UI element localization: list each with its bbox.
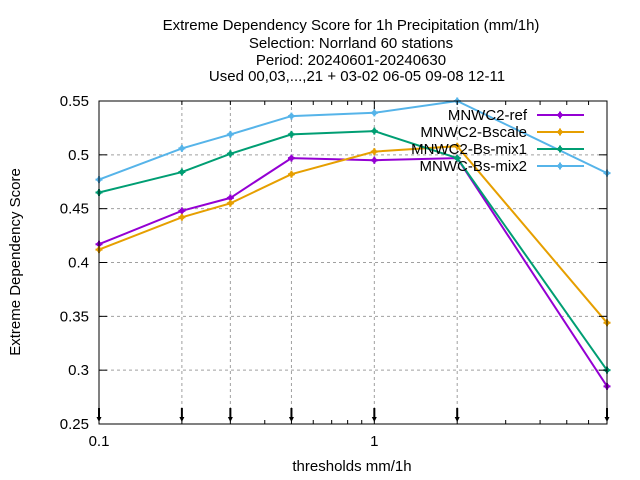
title-line-2: Selection: Norrland 60 stations [249,35,453,52]
chart-title: Extreme Dependency Score for 1h Precipit… [163,17,540,85]
series-2-point-dot [227,200,233,206]
series-line-1 [98,157,608,387]
series-3-point-dot [371,128,377,134]
legend-label: MNWC2-Bscale [420,124,527,141]
series-4-point-dot [227,131,233,137]
series-4-point-dot [371,110,377,116]
series-line-2 [98,145,608,324]
title-line-4: Used 00,03,...,21 + 03-02 06-05 09-08 12… [209,68,505,85]
series-layer [95,97,611,390]
series-1-point-dot [371,157,377,163]
threshold-marker-arrow [454,417,460,422]
legend: MNWC2-refMNWC2-BscaleMNWC2-Bs-mix1MNWC-B… [411,107,584,175]
threshold-marker-arrow [179,417,185,422]
series-3-point-dot [454,155,460,161]
series-4-point-dot [179,145,185,151]
series-4-point-dot [288,113,294,119]
threshold-marker-arrow [604,417,610,422]
series-3-point-dot [227,151,233,157]
legend-label: MNWC-Bs-mix2 [420,158,527,175]
y-tick-label: 0.5 [68,147,89,164]
legend-marker-dot [557,129,563,135]
series-line-4 [98,99,608,181]
y-axis-label: Extreme Dependency Score [7,168,24,356]
y-tick-label: 0.4 [68,255,89,272]
x-tick-label: 1 [370,433,378,450]
y-tick-label: 0.45 [60,201,89,218]
threshold-marker-arrow [227,417,233,422]
legend-marker-dot [557,163,563,169]
series-2-point-dot [371,149,377,155]
threshold-marker-arrow [288,417,294,422]
series-3-point-dot [288,131,294,137]
title-line-3: Period: 20240601-20240630 [256,52,446,69]
y-tick-label: 0.35 [60,308,89,325]
series-2-point-dot [288,171,294,177]
grid-layer [98,101,607,424]
legend-marker-dot [557,112,563,118]
y-tick-label: 0.25 [60,416,89,433]
y-tick-label: 0.55 [60,93,89,110]
series-2-point-dot [179,214,185,220]
y-tick-label: 0.3 [68,362,89,379]
legend-marker-dot [557,146,563,152]
tick-layer: 0.25 0.3 0.35 0.4 0.45 0.5 0.55 0.1 1 [60,93,610,450]
series-3-point-dot [179,169,185,175]
series-line-3 [98,130,608,371]
x-tick-label: 0.1 [89,433,110,450]
series-2-point-dot [454,143,460,149]
series-1-point-dot [179,208,185,214]
series-1-point-dot [288,155,294,161]
title-line-1: Extreme Dependency Score for 1h Precipit… [163,17,540,34]
series-1-point-dot [227,195,233,201]
legend-label: MNWC2-Bs-mix1 [411,141,527,158]
legend-label: MNWC2-ref [448,107,528,124]
x-axis-label: thresholds mm/1h [292,458,411,475]
